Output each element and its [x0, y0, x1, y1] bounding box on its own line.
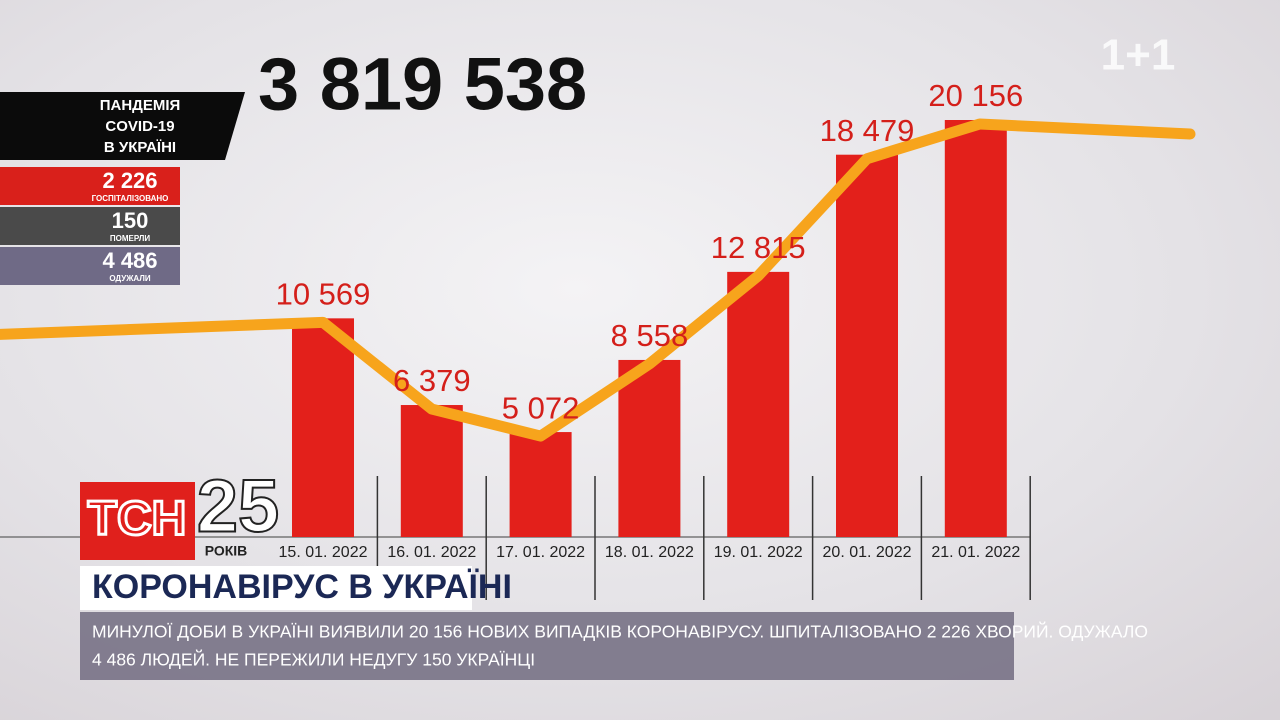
stat-box [0, 247, 180, 285]
panel-title-box [0, 92, 245, 160]
trend-line-extension [0, 118, 1196, 340]
x-tick-label: 15. 01. 2022 [279, 544, 368, 561]
x-tick-label: 16. 01. 2022 [387, 544, 476, 561]
bar [727, 271, 790, 537]
value-label: 5 072 [502, 390, 580, 425]
stat-value: 150 [112, 208, 149, 233]
headline-box [80, 566, 472, 610]
channel-logo: 1+1 [1101, 31, 1176, 80]
stat-box [0, 167, 180, 205]
x-tick-label: 20. 01. 2022 [823, 544, 912, 561]
value-label: 20 156 [928, 78, 1023, 113]
total-cases: 3 819 538 [258, 43, 587, 126]
bar [509, 432, 572, 537]
stat-value: 4 486 [102, 248, 157, 273]
stat-label: ОДУЖАЛИ [109, 274, 151, 283]
stat-label: ПОМЕРЛИ [110, 234, 150, 243]
value-label: 10 569 [276, 277, 371, 312]
x-tick-label: 17. 01. 2022 [496, 544, 585, 561]
brand-years-word: РОКІВ [205, 543, 248, 559]
ticker-line: МИНУЛОЇ ДОБИ В УКРАЇНІ ВИЯВИЛИ 20 156 НО… [92, 621, 1148, 642]
brand-years: 25 [197, 465, 279, 548]
bar [944, 120, 1007, 537]
bar [292, 318, 354, 537]
brand: ТСН 25 РОКІВ [80, 464, 280, 560]
value-label: 18 479 [820, 113, 915, 148]
brand-name: ТСН [88, 493, 187, 546]
value-label: 6 379 [393, 363, 471, 398]
brand-box [80, 482, 195, 560]
stat-value: 2 226 [102, 168, 157, 193]
x-tick-label: 21. 01. 2022 [931, 544, 1020, 561]
trend-line [319, 118, 982, 442]
stats-panel: ПАНДЕМІЯ COVID-19 В УКРАЇНІ 2 226ГОСПІТАЛІЗ… [0, 92, 245, 285]
bar [836, 154, 898, 537]
x-tick-label: 19. 01. 2022 [714, 544, 803, 561]
x-tick-label: 18. 01. 2022 [605, 544, 694, 561]
headline: КОРОНАВІРУС В УКРАЇНІ [92, 568, 512, 606]
ticker-line: 4 486 ЛЮДЕЙ. НЕ ПЕРЕЖИЛИ НЕДУГУ 150 УКРА… [92, 649, 535, 670]
chart: 15. 01. 2022 16. 01. 2022 17. 01. 2022 18. … [0, 78, 1196, 600]
bar [400, 405, 463, 537]
value-label: 12 815 [711, 230, 806, 265]
stat-label: ГОСПІТАЛІЗОВАНО [92, 194, 169, 203]
panel-title-line: COVID-19 [105, 118, 174, 135]
panel-title-line: В УКРАЇНІ [104, 139, 176, 156]
stat-box [0, 207, 180, 245]
ticker-box [80, 612, 1014, 680]
bar [618, 359, 681, 537]
panel-title-line: ПАНДЕМІЯ [100, 97, 181, 114]
value-label: 8 558 [611, 318, 689, 353]
